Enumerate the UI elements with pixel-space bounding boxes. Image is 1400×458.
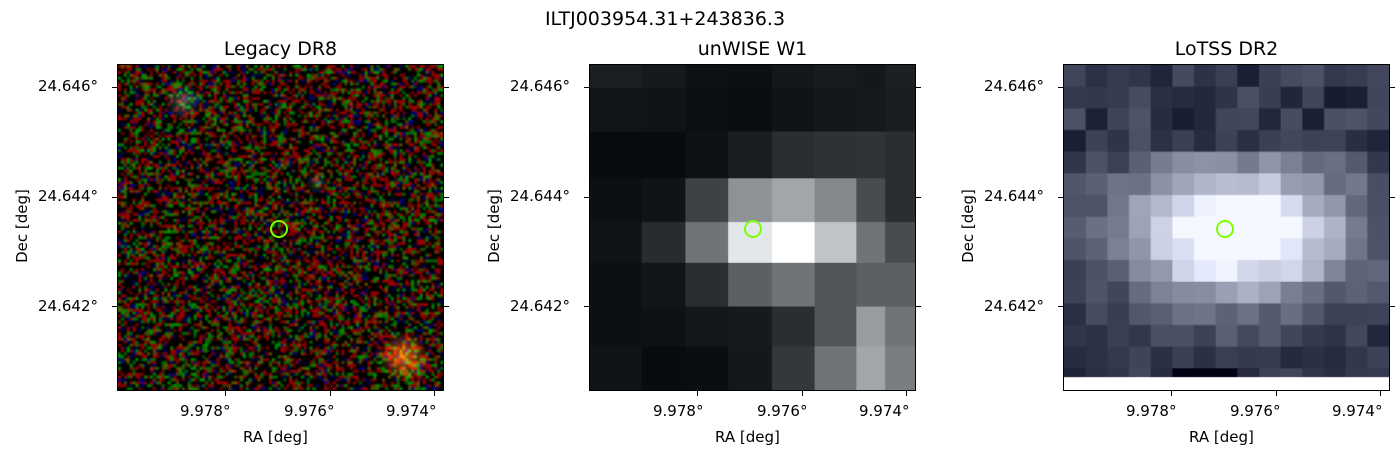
image-frame: [117, 64, 444, 391]
x-tick-mark: [802, 391, 803, 396]
y-tick-mark: [1390, 197, 1395, 198]
y-tick-mark: [584, 197, 589, 198]
y-axis-label: Dec [deg]: [484, 189, 503, 263]
y-tick-label: 24.644°: [510, 187, 570, 205]
y-tick-mark: [1390, 87, 1395, 88]
y-tick-mark: [1390, 306, 1395, 307]
x-tick-label: 9.974°: [859, 402, 910, 420]
x-tick-mark: [906, 391, 907, 396]
panel-title: LoTSS DR2: [1174, 38, 1279, 60]
x-tick-label: 9.976°: [757, 402, 808, 420]
y-tick-label: 24.646°: [510, 77, 570, 95]
y-tick-mark: [444, 197, 449, 198]
image-frame: [589, 64, 916, 391]
y-tick-mark: [112, 87, 117, 88]
y-tick-label: 24.646°: [984, 77, 1044, 95]
x-tick-label: 9.978°: [653, 402, 704, 420]
x-tick-label: 9.978°: [1126, 402, 1177, 420]
y-tick-label: 24.642°: [38, 297, 98, 315]
y-axis-label: Dec [deg]: [12, 189, 31, 263]
y-tick-mark: [1058, 306, 1063, 307]
x-tick-mark: [1171, 391, 1172, 396]
y-tick-label: 24.644°: [984, 187, 1044, 205]
y-tick-mark: [1058, 87, 1063, 88]
y-axis-label: Dec [deg]: [958, 189, 977, 263]
x-tick-label: 9.974°: [386, 402, 437, 420]
x-tick-mark: [330, 391, 331, 396]
x-tick-mark: [1380, 391, 1381, 396]
y-tick-mark: [112, 197, 117, 198]
x-tick-label: 9.976°: [1230, 402, 1281, 420]
image-frame: [1063, 64, 1390, 391]
panel-title: unWISE W1: [697, 38, 808, 60]
x-tick-mark: [434, 391, 435, 396]
source-marker-circle: [744, 220, 762, 238]
y-tick-mark: [916, 197, 921, 198]
y-tick-mark: [1058, 197, 1063, 198]
y-tick-mark: [444, 306, 449, 307]
y-tick-label: 24.642°: [510, 297, 570, 315]
x-axis-label: RA [deg]: [715, 428, 780, 446]
y-tick-mark: [584, 87, 589, 88]
y-tick-label: 24.644°: [38, 187, 98, 205]
source-marker-circle: [270, 220, 288, 238]
x-axis-label: RA [deg]: [243, 428, 308, 446]
source-marker-circle: [1216, 220, 1234, 238]
y-tick-mark: [584, 306, 589, 307]
y-tick-label: 24.646°: [38, 77, 98, 95]
y-tick-mark: [916, 306, 921, 307]
x-axis-label: RA [deg]: [1189, 428, 1254, 446]
panel-title: Legacy DR8: [223, 38, 338, 60]
y-tick-mark: [916, 87, 921, 88]
y-tick-mark: [444, 87, 449, 88]
x-tick-label: 9.974°: [1332, 402, 1383, 420]
figure-title: ILTJ003954.31+243836.3: [544, 8, 786, 30]
x-tick-label: 9.976°: [284, 402, 335, 420]
y-tick-label: 24.642°: [984, 297, 1044, 315]
x-tick-label: 9.978°: [180, 402, 231, 420]
x-tick-mark: [697, 391, 698, 396]
x-tick-mark: [225, 391, 226, 396]
x-tick-mark: [1276, 391, 1277, 396]
y-tick-mark: [112, 306, 117, 307]
